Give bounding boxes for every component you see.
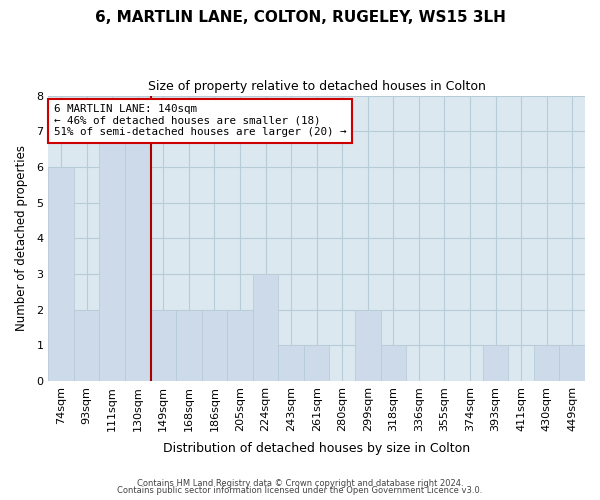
Bar xyxy=(49,167,74,381)
Text: Contains HM Land Registry data © Crown copyright and database right 2024.: Contains HM Land Registry data © Crown c… xyxy=(137,478,463,488)
Bar xyxy=(125,131,151,381)
Bar xyxy=(202,310,227,381)
Bar xyxy=(74,310,100,381)
Bar xyxy=(483,345,508,381)
Bar xyxy=(304,345,329,381)
Text: 6 MARTLIN LANE: 140sqm
← 46% of detached houses are smaller (18)
51% of semi-det: 6 MARTLIN LANE: 140sqm ← 46% of detached… xyxy=(53,104,346,138)
Y-axis label: Number of detached properties: Number of detached properties xyxy=(15,145,28,331)
Bar xyxy=(253,274,278,381)
Bar xyxy=(278,345,304,381)
Bar xyxy=(227,310,253,381)
Bar xyxy=(355,310,380,381)
Bar xyxy=(559,345,585,381)
Text: 6, MARTLIN LANE, COLTON, RUGELEY, WS15 3LH: 6, MARTLIN LANE, COLTON, RUGELEY, WS15 3… xyxy=(95,10,505,25)
Text: Contains public sector information licensed under the Open Government Licence v3: Contains public sector information licen… xyxy=(118,486,482,495)
Title: Size of property relative to detached houses in Colton: Size of property relative to detached ho… xyxy=(148,80,485,93)
X-axis label: Distribution of detached houses by size in Colton: Distribution of detached houses by size … xyxy=(163,442,470,455)
Bar xyxy=(176,310,202,381)
Bar xyxy=(151,310,176,381)
Bar xyxy=(100,131,125,381)
Bar xyxy=(380,345,406,381)
Bar xyxy=(534,345,559,381)
